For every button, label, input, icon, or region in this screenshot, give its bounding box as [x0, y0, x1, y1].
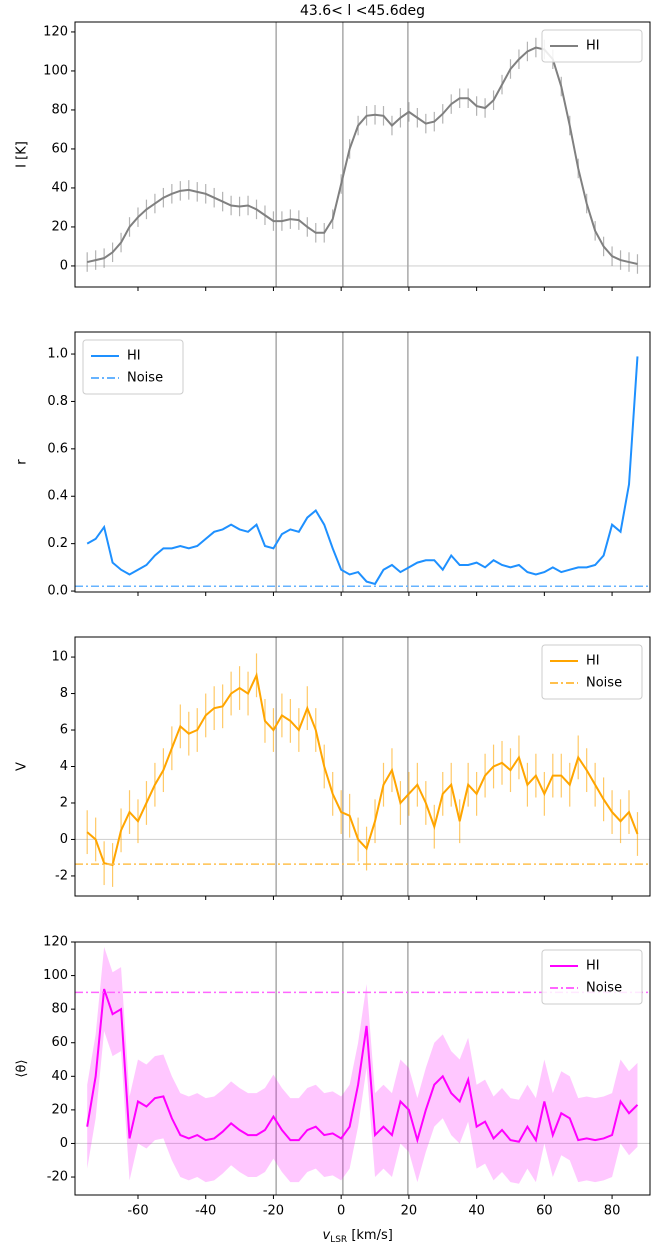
axes-frame	[74, 331, 651, 593]
plot-area	[75, 637, 650, 896]
legend-label: HI	[127, 349, 141, 364]
y-axis-label: r	[15, 459, 30, 465]
x-tick-label: 80	[604, 1204, 621, 1219]
x-label-subscript: LSR	[330, 1235, 347, 1245]
legend-label: HI	[586, 39, 600, 54]
x-label-unit: [km/s]	[347, 1228, 393, 1243]
legend-label: HI	[586, 654, 600, 669]
x-tick-label: 40	[468, 1204, 485, 1219]
y-axis-label: V	[15, 762, 30, 771]
axes-frame	[74, 941, 651, 1196]
y-axis-label: ⟨θ⟩	[15, 1059, 30, 1077]
y-tick-label: 80	[51, 1002, 68, 1017]
legend-label: HI	[586, 959, 600, 974]
y-tick-label: 20	[51, 219, 68, 234]
y-tick-label: -20	[47, 1170, 68, 1185]
y-tick-label: 0.4	[47, 489, 68, 504]
legend-label: Noise	[127, 371, 163, 386]
y-tick-label: 20	[51, 1102, 68, 1117]
y-tick-label: -2	[55, 868, 68, 883]
y-axis-label: I [K]	[15, 141, 30, 168]
y-tick-label: 0	[60, 258, 68, 273]
y-tick-label: 0	[60, 1136, 68, 1151]
axes-frame	[74, 21, 651, 288]
y-tick-label: 2	[60, 795, 68, 810]
x-tick-label: 60	[536, 1204, 553, 1219]
y-tick-label: 80	[51, 102, 68, 117]
spread-band	[87, 947, 638, 1184]
legend-label: Noise	[586, 981, 622, 996]
y-tick-label: 0.0	[47, 584, 68, 599]
x-tick-label: -40	[195, 1204, 216, 1219]
y-tick-label: 40	[51, 180, 68, 195]
data-line	[86, 672, 639, 867]
legend-box	[82, 339, 184, 395]
data-line	[86, 988, 639, 1144]
y-tick-label: 8	[60, 686, 68, 701]
y-tick-label: 1.0	[47, 347, 68, 362]
y-tick-label: 4	[60, 759, 68, 774]
x-tick-label: -60	[127, 1204, 148, 1219]
x-label-symbol: v	[323, 1228, 331, 1243]
plot-area	[75, 942, 650, 1195]
y-tick-label: 120	[43, 935, 68, 950]
data-line	[86, 46, 638, 265]
y-tick-label: 0.6	[47, 441, 68, 456]
x-tick-label: 20	[401, 1204, 418, 1219]
y-tick-label: 0.8	[47, 394, 68, 409]
plot-area	[75, 22, 650, 287]
plot-area	[75, 332, 650, 592]
y-tick-label: 60	[51, 141, 68, 156]
y-tick-label: 6	[60, 723, 68, 738]
y-tick-label: 100	[43, 968, 68, 983]
x-tick-label: -20	[263, 1204, 284, 1219]
y-tick-label: 40	[51, 1069, 68, 1084]
legend-box	[541, 949, 643, 1005]
legend-label: Noise	[586, 676, 622, 691]
x-tick-label: 0	[337, 1204, 345, 1219]
chart-title: 43.6< l <45.6deg	[300, 3, 425, 19]
legend-box	[541, 29, 643, 63]
y-tick-label: 0	[60, 832, 68, 847]
data-line	[86, 356, 639, 586]
y-tick-label: 100	[43, 63, 68, 78]
legend-box	[541, 644, 643, 700]
x-axis-label: vLSR [km/s]	[323, 1228, 393, 1245]
y-tick-label: 0.2	[47, 536, 68, 551]
y-tick-label: 10	[51, 650, 68, 665]
y-tick-label: 120	[43, 24, 68, 39]
y-tick-label: 60	[51, 1035, 68, 1050]
